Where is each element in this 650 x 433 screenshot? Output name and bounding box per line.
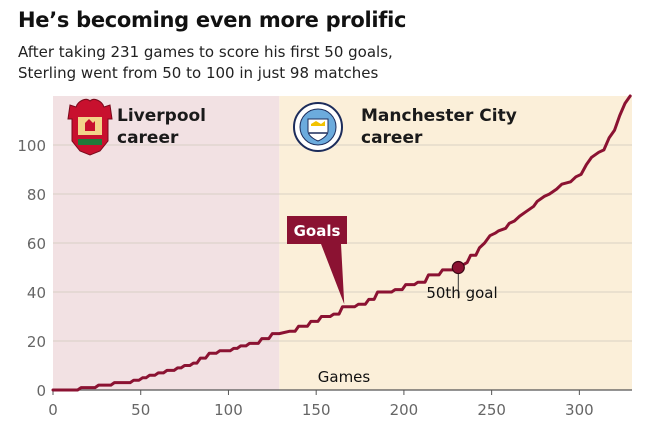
x-tick-label-300: 300 (565, 401, 594, 419)
y-tick-label-60: 60 (27, 235, 46, 253)
liverpool-crest-band (78, 139, 102, 145)
y-tick-label-80: 80 (27, 186, 46, 204)
period-sublabel-liverpool: career (117, 128, 179, 148)
y-tick-label-20: 20 (27, 333, 46, 351)
liverpool-crest-icon (67, 98, 113, 156)
liverpool-crest-bird (85, 119, 95, 131)
period-label-liverpool: Liverpool (117, 106, 206, 126)
chart-subtitle: After taking 231 games to score his firs… (18, 43, 393, 82)
period-label-manchester-city: Manchester City (361, 106, 517, 126)
x-tick-label-0: 0 (48, 401, 58, 419)
manchester-city-crest-icon (293, 102, 343, 152)
period-sublabel-manchester-city: career (361, 128, 423, 148)
goals-callout-box (287, 216, 347, 305)
x-tick-label-200: 200 (390, 401, 419, 419)
goals-callout-label: Goals (294, 222, 341, 240)
chart-title: He’s becoming even more prolific (18, 8, 407, 32)
x-tick-label-100: 100 (214, 401, 243, 419)
goals-callout: Goals (287, 216, 347, 305)
y-tick-label-100: 100 (17, 137, 46, 155)
x-tick-label-150: 150 (302, 401, 331, 419)
x-tick-label-50: 50 (131, 401, 150, 419)
city-crest-ship (311, 121, 325, 126)
fiftieth-goal-label: 50th goal (426, 284, 497, 302)
x-axis-label: Games (318, 368, 371, 386)
series-line-goals (51, 94, 632, 392)
y-tick-label-40: 40 (27, 284, 46, 302)
x-tick-label-250: 250 (477, 401, 506, 419)
fiftieth-goal-marker (451, 260, 465, 275)
y-tick-label-0: 0 (36, 382, 46, 400)
